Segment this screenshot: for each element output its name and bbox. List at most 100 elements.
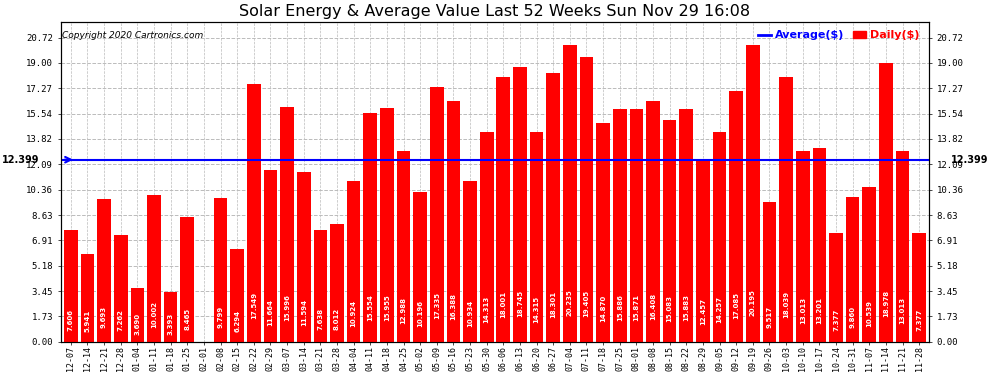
Text: 14.315: 14.315 <box>534 296 540 322</box>
Text: 11.594: 11.594 <box>301 299 307 326</box>
Text: 10.934: 10.934 <box>467 299 473 327</box>
Bar <box>845 197 859 342</box>
Text: 15.886: 15.886 <box>617 294 623 321</box>
Text: 10.196: 10.196 <box>417 300 423 327</box>
Text: 16.408: 16.408 <box>650 293 656 320</box>
Text: 8.465: 8.465 <box>184 308 190 330</box>
Text: 19.405: 19.405 <box>583 290 589 316</box>
Bar <box>497 78 510 342</box>
Text: 15.083: 15.083 <box>666 295 672 322</box>
Text: 15.955: 15.955 <box>384 294 390 321</box>
Bar <box>646 101 660 342</box>
Text: 13.013: 13.013 <box>900 297 906 324</box>
Text: 14.313: 14.313 <box>484 296 490 322</box>
Bar <box>263 171 277 342</box>
Text: 18.001: 18.001 <box>500 291 506 318</box>
Text: 13.013: 13.013 <box>800 297 806 324</box>
Bar <box>163 292 177 342</box>
Bar <box>663 120 676 342</box>
Bar <box>330 224 344 342</box>
Bar <box>80 255 94 342</box>
Bar <box>730 91 743 342</box>
Text: 8.012: 8.012 <box>334 308 340 330</box>
Bar <box>446 101 460 342</box>
Text: 12.399: 12.399 <box>2 155 40 165</box>
Text: 9.799: 9.799 <box>218 306 224 328</box>
Bar <box>480 132 493 342</box>
Text: 10.924: 10.924 <box>350 300 356 327</box>
Bar <box>862 187 876 342</box>
Bar <box>596 123 610 342</box>
Text: 20.195: 20.195 <box>749 289 755 316</box>
Bar <box>397 151 410 342</box>
Text: 12.457: 12.457 <box>700 298 706 325</box>
Bar <box>231 249 244 342</box>
Bar <box>363 113 377 342</box>
Bar <box>430 87 444 342</box>
Bar <box>180 217 194 342</box>
Bar <box>762 202 776 342</box>
Text: 13.201: 13.201 <box>817 297 823 324</box>
Text: 20.235: 20.235 <box>567 289 573 316</box>
Text: 15.871: 15.871 <box>634 294 640 321</box>
Bar <box>879 63 893 342</box>
Bar <box>563 45 576 342</box>
Text: 9.517: 9.517 <box>766 306 772 328</box>
Text: 9.693: 9.693 <box>101 306 107 328</box>
Bar <box>280 107 294 342</box>
Text: 7.638: 7.638 <box>318 308 324 330</box>
Bar <box>297 171 311 342</box>
Text: 9.860: 9.860 <box>849 306 855 328</box>
Text: 3.393: 3.393 <box>167 313 173 336</box>
Bar <box>813 148 827 342</box>
Bar <box>713 132 727 342</box>
Bar <box>796 151 810 342</box>
Text: 18.745: 18.745 <box>517 290 523 318</box>
Bar <box>148 195 160 342</box>
Text: 12.399: 12.399 <box>950 155 988 165</box>
Bar <box>380 108 394 342</box>
Bar <box>314 230 327 342</box>
Bar <box>530 132 544 342</box>
Text: 6.294: 6.294 <box>235 310 241 332</box>
Text: 18.039: 18.039 <box>783 291 789 318</box>
Text: 7.377: 7.377 <box>916 309 922 331</box>
Bar <box>630 109 644 342</box>
Text: 10.539: 10.539 <box>866 300 872 327</box>
Text: 5.941: 5.941 <box>84 310 90 333</box>
Text: 18.978: 18.978 <box>883 290 889 317</box>
Text: 17.085: 17.085 <box>734 292 740 320</box>
Bar <box>131 288 145 342</box>
Bar <box>247 84 260 342</box>
Text: 17.549: 17.549 <box>250 292 256 319</box>
Bar <box>414 192 427 342</box>
Bar <box>97 200 111 342</box>
Bar <box>64 230 77 342</box>
Text: 14.870: 14.870 <box>600 295 606 322</box>
Bar <box>613 108 627 342</box>
Bar <box>214 198 228 342</box>
Bar <box>546 73 560 342</box>
Bar <box>696 159 710 342</box>
Legend: Average($), Daily($): Average($), Daily($) <box>758 30 920 40</box>
Text: 15.554: 15.554 <box>367 294 373 321</box>
Text: Copyright 2020 Cartronics.com: Copyright 2020 Cartronics.com <box>61 32 203 40</box>
Text: 7.377: 7.377 <box>833 309 839 331</box>
Text: 10.002: 10.002 <box>151 301 157 328</box>
Text: 14.257: 14.257 <box>717 296 723 323</box>
Bar <box>114 235 128 342</box>
Bar <box>913 233 926 342</box>
Text: 15.883: 15.883 <box>683 294 689 321</box>
Bar <box>513 66 527 342</box>
Bar <box>346 182 360 342</box>
Bar <box>580 57 593 342</box>
Text: 11.664: 11.664 <box>267 299 273 326</box>
Bar <box>679 108 693 342</box>
Bar <box>746 45 759 342</box>
Text: 7.262: 7.262 <box>118 309 124 331</box>
Title: Solar Energy & Average Value Last 52 Weeks Sun Nov 29 16:08: Solar Energy & Average Value Last 52 Wee… <box>240 4 750 19</box>
Text: 12.988: 12.988 <box>401 297 407 324</box>
Text: 3.690: 3.690 <box>135 313 141 335</box>
Text: 7.606: 7.606 <box>68 309 74 330</box>
Text: 15.996: 15.996 <box>284 294 290 321</box>
